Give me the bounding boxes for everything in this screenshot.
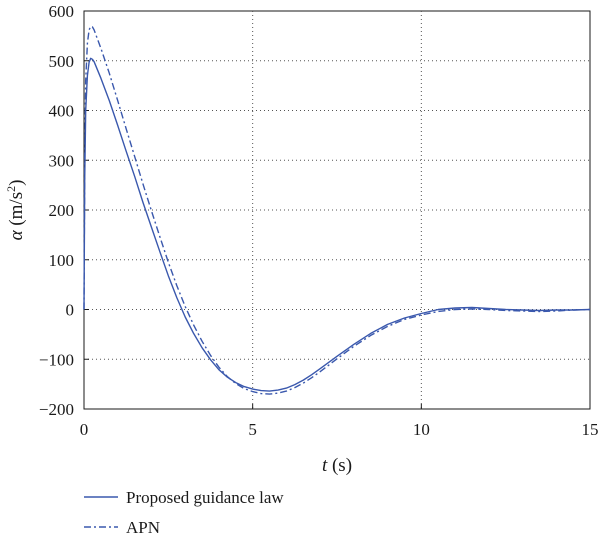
x-axis-title: t (s)	[322, 455, 352, 476]
grid-lines	[84, 11, 590, 409]
y-tick-label: −200	[39, 400, 74, 419]
x-tick-label: 5	[248, 420, 257, 439]
series-line-proposed-guidance-law	[83, 57, 591, 392]
series-line-apn	[83, 25, 591, 395]
y-tick-label: 600	[49, 2, 75, 21]
x-tick-label: 15	[582, 420, 599, 439]
legend: Proposed guidance law APN	[84, 488, 284, 537]
y-tick-label: 100	[49, 251, 75, 270]
series-lines	[83, 25, 591, 395]
legend-label-apn: APN	[126, 518, 160, 537]
y-axis-title: α (m/s2)	[4, 180, 27, 241]
y-tick-label: −100	[39, 350, 74, 369]
y-tick-label: 300	[49, 151, 75, 170]
y-tick-label: 500	[49, 52, 75, 71]
y-tick-label: 400	[49, 102, 75, 121]
x-tick-label: 10	[413, 420, 430, 439]
axis-ticks: 0 5 10 15 −200 −100 0 100 200 300 400 500 600	[39, 2, 599, 439]
legend-label-proposed: Proposed guidance law	[126, 488, 284, 507]
x-tick-label: 0	[80, 420, 89, 439]
y-tick-label: 0	[66, 301, 75, 320]
plot-area: 0 5 10 15 −200 −100 0 100 200 300 400 500 600	[39, 2, 599, 439]
y-tick-label: 200	[49, 201, 75, 220]
